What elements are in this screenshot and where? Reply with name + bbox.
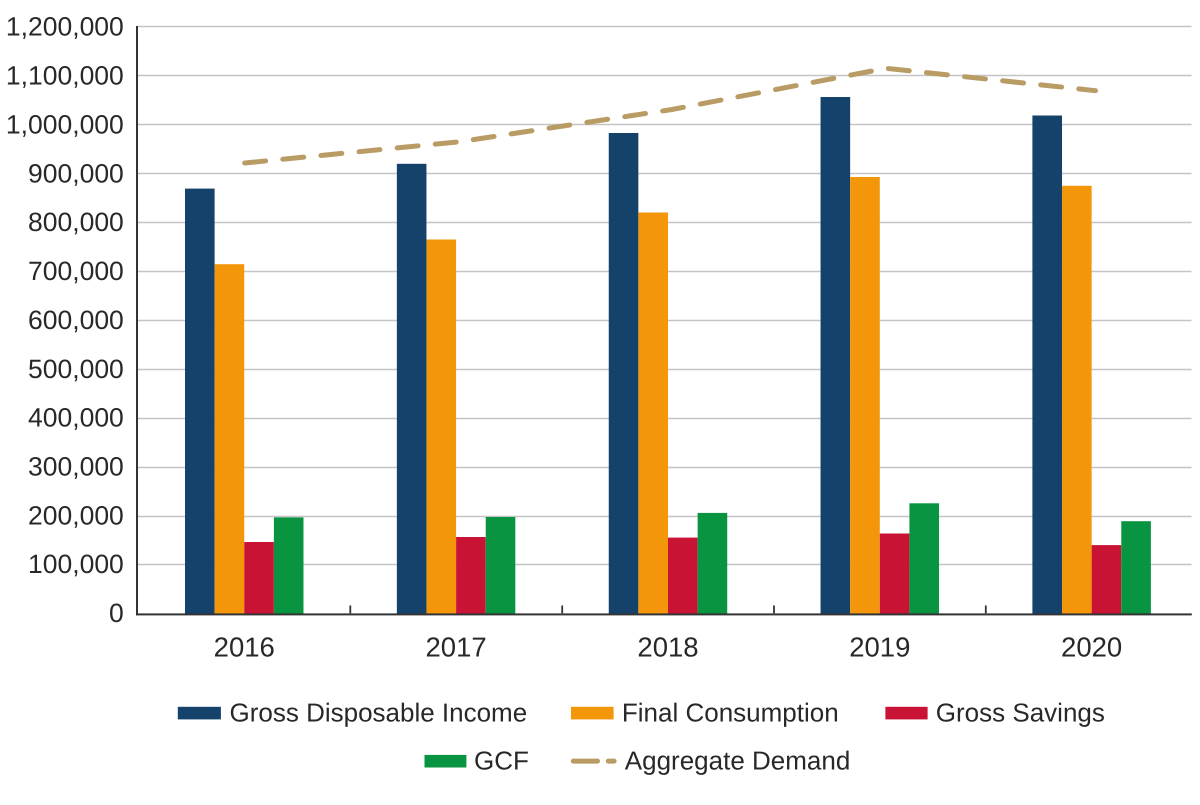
svg-text:1,100,000: 1,100,000 xyxy=(6,61,124,91)
svg-text:700,000: 700,000 xyxy=(28,256,124,286)
svg-text:500,000: 500,000 xyxy=(28,354,124,384)
svg-text:100,000: 100,000 xyxy=(28,549,124,579)
svg-text:Aggregate Demand: Aggregate Demand xyxy=(625,746,850,776)
svg-text:Gross Disposable Income: Gross Disposable Income xyxy=(230,698,528,728)
svg-text:2019: 2019 xyxy=(849,632,910,663)
svg-text:0: 0 xyxy=(109,598,124,628)
svg-text:1,000,000: 1,000,000 xyxy=(6,109,124,139)
svg-text:2016: 2016 xyxy=(214,632,275,663)
svg-text:300,000: 300,000 xyxy=(28,452,124,482)
svg-text:400,000: 400,000 xyxy=(28,403,124,433)
svg-text:2017: 2017 xyxy=(426,632,487,663)
svg-text:Final Consumption: Final Consumption xyxy=(622,698,839,728)
svg-text:Gross Savings: Gross Savings xyxy=(936,698,1105,728)
svg-text:2020: 2020 xyxy=(1061,632,1122,663)
svg-text:200,000: 200,000 xyxy=(28,500,124,530)
svg-text:1,200,000: 1,200,000 xyxy=(6,12,124,42)
svg-text:900,000: 900,000 xyxy=(28,158,124,188)
svg-text:2018: 2018 xyxy=(637,632,698,663)
svg-text:800,000: 800,000 xyxy=(28,207,124,237)
svg-text:600,000: 600,000 xyxy=(28,305,124,335)
svg-text:GCF: GCF xyxy=(474,746,529,776)
